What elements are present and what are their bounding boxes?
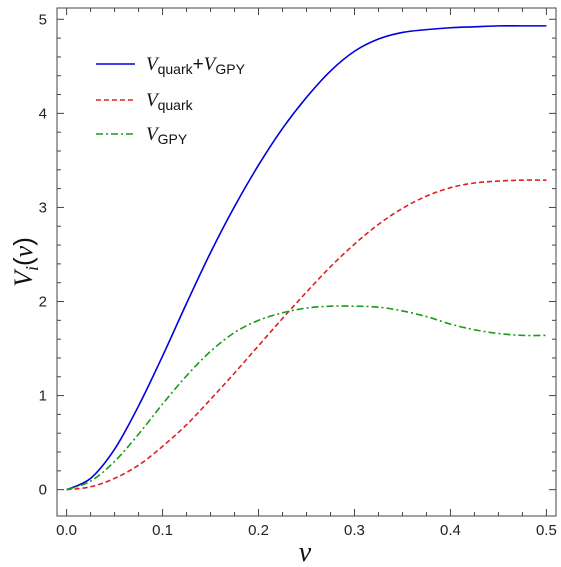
x-axis-ticks: 0.0 0.1 0.2 0.3 0.4 0.5 [56, 8, 557, 539]
legend-label: Vquark [146, 90, 194, 113]
x-tick-label: 0.1 [152, 522, 173, 539]
y-axis-title: Vi(v) [8, 237, 42, 287]
x-tick-label: 0.0 [56, 522, 77, 539]
series-line-vgpy [66, 305, 547, 491]
legend: Vquark+VGPY Vquark VGPY [96, 54, 246, 147]
y-tick-label: 5 [39, 11, 47, 28]
y-tick-label: 3 [39, 199, 47, 216]
y-tick-label: 1 [39, 388, 47, 405]
series-line-vquark-plus-vgpy [66, 25, 547, 491]
y-axis-ticks: 0 1 2 3 4 5 [39, 11, 556, 499]
series-layer [66, 25, 547, 491]
x-tick-label: 0.4 [440, 522, 461, 539]
series-line-vquark [66, 179, 547, 491]
x-tick-label: 0.3 [344, 522, 365, 539]
x-axis-title: v [299, 537, 312, 567]
x-tick-label: 0.5 [536, 522, 557, 539]
legend-label: VGPY [146, 124, 188, 147]
legend-label: Vquark+VGPY [146, 54, 246, 77]
y-tick-label: 0 [39, 482, 47, 499]
y-tick-label: 2 [39, 294, 47, 311]
x-tick-label: 0.2 [248, 522, 269, 539]
plot-frame [56, 7, 557, 517]
y-tick-label: 4 [39, 105, 47, 122]
